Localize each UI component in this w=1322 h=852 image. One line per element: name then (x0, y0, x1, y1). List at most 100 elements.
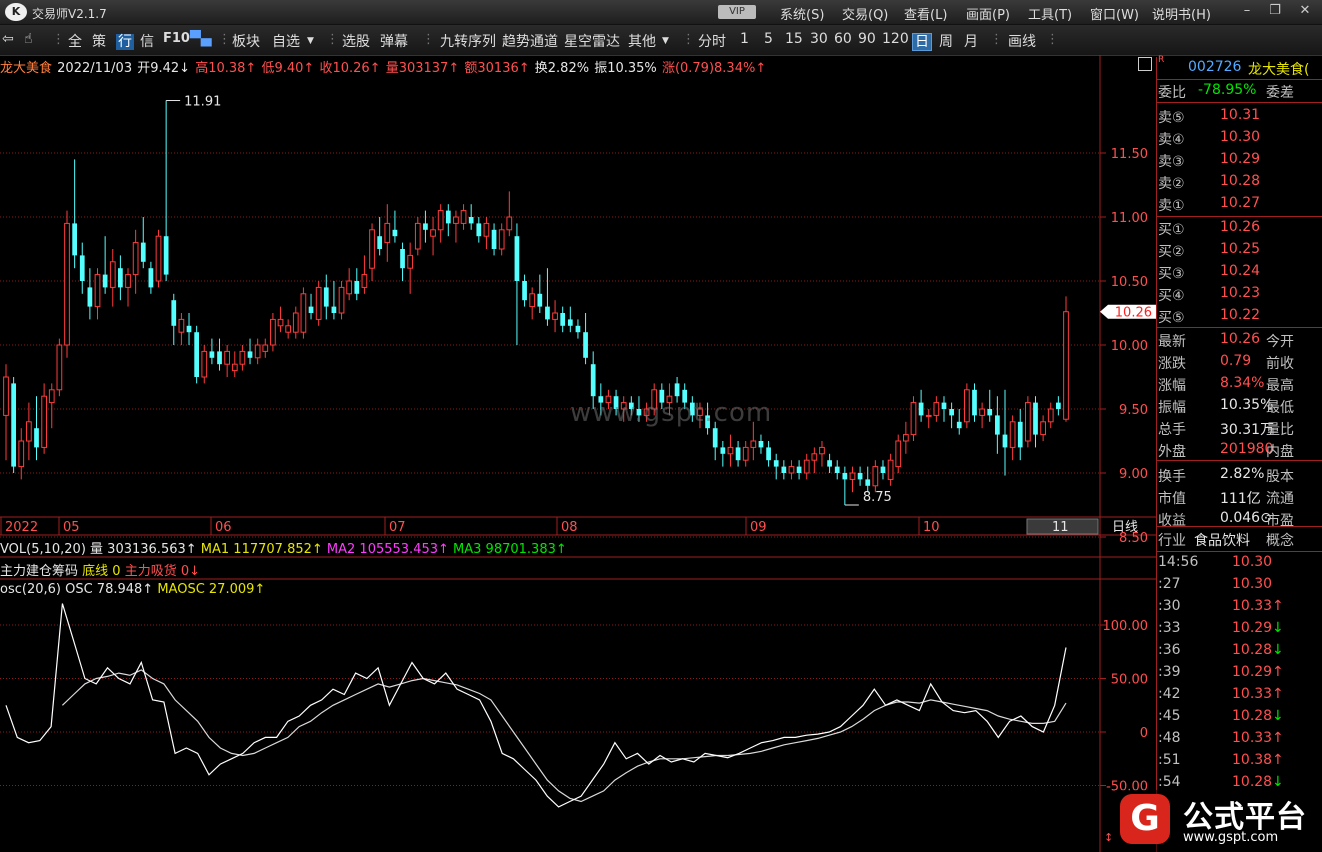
tb-nine-turn[interactable]: 九转序列 (440, 34, 496, 50)
quote-row: 振幅 10.35% 最低 (1158, 395, 1322, 417)
tb-trend-channel[interactable]: 趋势通道 (502, 34, 558, 50)
menu-view[interactable]: 查看(L) (904, 8, 948, 23)
zl-absorb: 主力吸货 0↓ (124, 564, 200, 579)
buy-level-row[interactable]: 买⑤ 10.22 (1158, 305, 1322, 327)
candle-body (1040, 421, 1046, 436)
candle-body (414, 222, 421, 250)
tb-sector[interactable]: 板块 (232, 34, 260, 50)
restore-icon[interactable]: ❐ (1269, 3, 1281, 18)
maximize-chart-icon[interactable] (1138, 57, 1152, 71)
watchlist-dropdown-icon[interactable]: ▼ (307, 36, 314, 46)
period-1m[interactable]: 1 (740, 31, 749, 47)
concept-label[interactable]: 概念 (1266, 533, 1294, 549)
menu-screen[interactable]: 画面(P) (966, 8, 1010, 23)
candle-body (643, 408, 650, 416)
menu-tools[interactable]: 工具(T) (1028, 8, 1073, 23)
menu-help[interactable]: 说明书(H) (1152, 8, 1211, 23)
price-axis-label: 10.00 (1111, 339, 1148, 354)
window-layout-icon[interactable]: ▀▄ (190, 31, 212, 47)
candle-body (1002, 434, 1008, 448)
tb-strategy[interactable]: 策 (92, 34, 106, 50)
tb-quote[interactable]: 行 (116, 34, 134, 50)
tb-draw-line[interactable]: 画线 (1008, 34, 1036, 50)
tb-watchlist[interactable]: 自选 (272, 34, 300, 50)
kline-chart[interactable]: 11.50 11.00 10.50 10.00 9.50 9.00 8.50 10.26 11.… (0, 55, 1156, 852)
zl-name[interactable]: 主力建仓筹码 (0, 564, 79, 579)
candle-body (453, 216, 459, 224)
candle-body (522, 281, 527, 301)
tb-all[interactable]: 全 (68, 34, 82, 50)
quote-right-label: 最高 (1266, 378, 1294, 394)
tb-other[interactable]: 其他 (628, 34, 656, 50)
candle-body (910, 402, 917, 436)
candle-body (727, 446, 734, 455)
tick-price: 10.29 (1232, 620, 1273, 636)
menu-system[interactable]: 系统(S) (780, 8, 825, 23)
osc-name[interactable]: osc(20,6) (0, 582, 61, 597)
price-axis-label: 11.00 (1111, 211, 1148, 226)
osc-indicator-row: osc(20,6) OSC 78.948↑ MAOSC 27.009↑ (0, 582, 265, 597)
period-60m[interactable]: 60 (834, 31, 852, 47)
quote-row: 收益 0.046⊙ 市盈 (1158, 508, 1322, 530)
candle-body (674, 383, 680, 397)
minimize-icon[interactable]: – (1243, 3, 1251, 18)
sell-level-price: 10.31 (1220, 107, 1261, 123)
candle-body (315, 286, 322, 320)
candle-body (720, 447, 726, 454)
watermark-text: www.gspt.com (570, 398, 773, 428)
date-axis-label: 05 (63, 520, 80, 535)
period-15m[interactable]: 15 (785, 31, 803, 47)
sell-level-row[interactable]: 卖① 10.27 (1158, 193, 1322, 215)
quote-right-label: 内盘 (1266, 444, 1294, 460)
stock-volume: 量303137↑ (385, 61, 460, 76)
stock-code: 002726 (1188, 59, 1242, 75)
sell-level-label: 卖① (1158, 198, 1185, 214)
vol-name[interactable]: VOL(5,10,20) (0, 542, 86, 557)
quote-label: 外盘 (1158, 444, 1186, 460)
maosc-line (61, 669, 1067, 803)
osc-value: OSC 78.948↑ (65, 582, 154, 597)
sell-level-row[interactable]: 卖⑤ 10.31 (1158, 105, 1322, 127)
candle-body (11, 383, 16, 467)
candle-body (1047, 408, 1054, 423)
quote-row: 总手 30.31万 量比 (1158, 417, 1322, 439)
tb-info[interactable]: 信 (140, 34, 154, 50)
menu-window[interactable]: 窗口(W) (1090, 8, 1139, 23)
candle-body (697, 408, 703, 416)
tb-stock-picker[interactable]: 选股 (342, 34, 370, 50)
period-intraday[interactable]: 分时 (698, 34, 726, 50)
price-axis-label: 9.50 (1119, 403, 1148, 418)
candle-body (758, 441, 764, 448)
sell-level-row[interactable]: 卖④ 10.30 (1158, 127, 1322, 149)
hand-pointer-icon[interactable]: ☝ (24, 31, 33, 47)
period-90m[interactable]: 90 (858, 31, 876, 47)
tb-star-radar[interactable]: 星空雷达 (564, 34, 620, 50)
buy-level-row[interactable]: 买② 10.25 (1158, 239, 1322, 261)
tick-row: :54 10.28 ↓ (1158, 772, 1322, 794)
candle-body (781, 466, 787, 473)
sell-level-row[interactable]: 卖③ 10.29 (1158, 149, 1322, 171)
tick-price: 10.29 (1232, 664, 1273, 680)
period-week[interactable]: 周 (939, 34, 953, 50)
period-month[interactable]: 月 (964, 34, 978, 50)
candle-body (285, 325, 292, 333)
period-120m[interactable]: 120 (882, 31, 909, 47)
quote-value: 201980 (1220, 441, 1274, 457)
sell-level-row[interactable]: 卖② 10.28 (1158, 171, 1322, 193)
tb-danmaku[interactable]: 弹幕 (380, 34, 408, 50)
tick-direction: ↑ (1272, 598, 1284, 614)
buy-level-row[interactable]: 买③ 10.24 (1158, 261, 1322, 283)
menu-trade[interactable]: 交易(Q) (842, 8, 889, 23)
tick-direction: ↓ (1272, 642, 1284, 658)
close-icon[interactable]: ✕ (1299, 3, 1311, 18)
buy-level-row[interactable]: 买① 10.26 (1158, 217, 1322, 239)
buy-level-row[interactable]: 买④ 10.23 (1158, 283, 1322, 305)
back-arrow-icon[interactable]: ⇦ (2, 31, 14, 47)
industry-value[interactable]: 食品饮料 (1194, 533, 1250, 549)
period-5m[interactable]: 5 (764, 31, 773, 47)
period-30m[interactable]: 30 (810, 31, 828, 47)
other-dropdown-icon[interactable]: ▼ (662, 36, 669, 46)
period-day[interactable]: 日 (912, 33, 932, 51)
vip-badge[interactable]: VIP (718, 5, 756, 19)
tb-f10[interactable]: F10 (163, 31, 190, 46)
